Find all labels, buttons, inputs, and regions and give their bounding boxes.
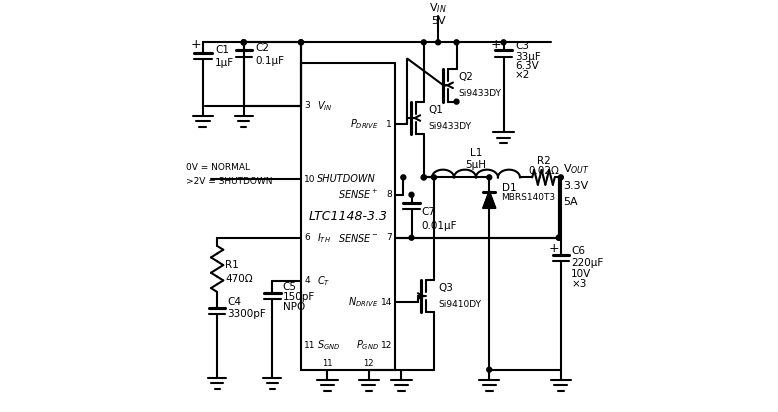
Text: Si9410DY: Si9410DY — [438, 300, 481, 309]
Text: Q1: Q1 — [428, 105, 443, 115]
Circle shape — [299, 40, 303, 45]
Circle shape — [436, 40, 440, 45]
Text: 0.1μF: 0.1μF — [255, 56, 284, 66]
Text: Q2: Q2 — [458, 72, 474, 82]
Text: 6: 6 — [304, 233, 310, 242]
Circle shape — [454, 40, 459, 45]
Text: 1: 1 — [386, 119, 392, 129]
Text: >2V = SHUTDOWN: >2V = SHUTDOWN — [187, 177, 273, 186]
Text: N$_{DRIVE}$: N$_{DRIVE}$ — [349, 295, 379, 309]
Text: V$_{IN}$: V$_{IN}$ — [317, 99, 333, 112]
Text: 6.3V: 6.3V — [515, 61, 539, 70]
Text: 150pF: 150pF — [282, 292, 315, 302]
Text: Si9433DY: Si9433DY — [458, 89, 502, 98]
Text: 3.3V: 3.3V — [563, 180, 588, 190]
Text: 0.01μF: 0.01μF — [422, 222, 457, 232]
Text: 220μF: 220μF — [571, 258, 604, 268]
Text: Si9433DY: Si9433DY — [428, 122, 471, 131]
Circle shape — [556, 235, 561, 240]
Text: +: + — [548, 243, 559, 255]
Circle shape — [454, 99, 459, 104]
Text: 7: 7 — [386, 233, 392, 242]
Text: C4: C4 — [227, 297, 241, 307]
Text: SHUTDOWN: SHUTDOWN — [317, 174, 376, 185]
Text: 5A: 5A — [563, 197, 577, 207]
Text: 10: 10 — [304, 175, 316, 184]
Circle shape — [432, 175, 436, 180]
Text: P$_{DRIVE}$: P$_{DRIVE}$ — [350, 117, 379, 131]
Text: NPO: NPO — [282, 302, 305, 312]
Text: C1: C1 — [215, 45, 229, 56]
Text: C2: C2 — [255, 43, 269, 54]
Text: C7: C7 — [422, 207, 436, 217]
Circle shape — [487, 175, 492, 180]
Circle shape — [241, 40, 246, 45]
Polygon shape — [483, 192, 496, 208]
Text: SENSE$^+$: SENSE$^+$ — [338, 188, 379, 201]
Circle shape — [556, 235, 561, 240]
Text: I$_{TH}$: I$_{TH}$ — [317, 231, 331, 245]
Circle shape — [409, 235, 414, 240]
Text: S$_{GND}$: S$_{GND}$ — [317, 338, 341, 352]
Circle shape — [241, 40, 246, 45]
Text: C$_T$: C$_T$ — [317, 274, 331, 288]
Circle shape — [422, 175, 426, 180]
Text: D1: D1 — [502, 183, 516, 192]
Text: LTC1148-3.3: LTC1148-3.3 — [309, 210, 387, 223]
Circle shape — [422, 40, 426, 45]
Text: L1: L1 — [470, 148, 482, 158]
Text: SENSE$^-$: SENSE$^-$ — [338, 232, 379, 244]
Circle shape — [401, 175, 406, 180]
Text: 5μH: 5μH — [465, 160, 486, 170]
Circle shape — [501, 40, 506, 45]
Text: Q3: Q3 — [438, 283, 453, 293]
Circle shape — [422, 175, 426, 180]
Bar — [301, 63, 395, 370]
Text: 0V = NORMAL: 0V = NORMAL — [187, 163, 251, 172]
Text: V$_{OUT}$: V$_{OUT}$ — [563, 162, 590, 176]
Text: ×2: ×2 — [515, 70, 531, 80]
Text: 10V: 10V — [571, 269, 591, 279]
Text: C5: C5 — [282, 282, 296, 292]
Text: 11: 11 — [304, 341, 316, 350]
Text: 4: 4 — [304, 276, 310, 285]
Circle shape — [241, 40, 246, 45]
Text: C3: C3 — [515, 41, 529, 52]
Circle shape — [487, 367, 492, 372]
Text: 12: 12 — [380, 341, 392, 350]
Text: 3: 3 — [304, 101, 310, 110]
Text: C6: C6 — [571, 246, 585, 256]
Text: 3300pF: 3300pF — [227, 309, 266, 319]
Text: 12: 12 — [363, 358, 374, 368]
Text: V$_{IN}$: V$_{IN}$ — [429, 1, 447, 15]
Text: +: + — [190, 38, 201, 51]
Circle shape — [409, 192, 414, 197]
Circle shape — [559, 175, 563, 180]
Text: 11: 11 — [322, 358, 333, 368]
Text: 33μF: 33μF — [515, 52, 541, 62]
Text: P$_{GND}$: P$_{GND}$ — [356, 338, 379, 352]
Text: R2: R2 — [537, 156, 550, 166]
Text: ×3: ×3 — [571, 279, 587, 289]
Text: 14: 14 — [380, 297, 392, 307]
Text: 5V: 5V — [431, 16, 446, 26]
Text: 1μF: 1μF — [215, 58, 234, 68]
Text: 8: 8 — [386, 190, 392, 199]
Circle shape — [299, 40, 303, 45]
Text: 470Ω: 470Ω — [226, 274, 253, 284]
Text: 0.02Ω: 0.02Ω — [528, 166, 559, 176]
Text: MBRS140T3: MBRS140T3 — [502, 193, 555, 202]
Text: +: + — [491, 38, 502, 51]
Text: R1: R1 — [226, 260, 239, 270]
